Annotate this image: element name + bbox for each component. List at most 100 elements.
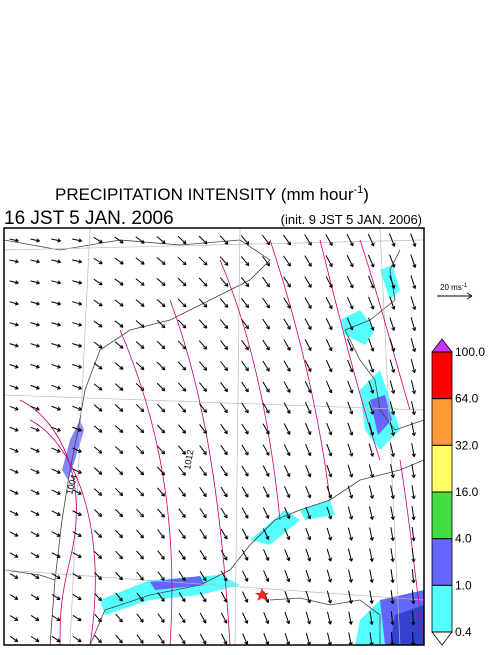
precip-patch [380, 265, 400, 300]
wind-arrow [199, 487, 207, 498]
contour-label: 1012 [182, 449, 195, 470]
wind-arrow [114, 425, 124, 433]
wind-arrow [51, 594, 61, 601]
wind-arrow [93, 299, 103, 307]
wind-arrow [157, 508, 165, 518]
wind-arrow [156, 257, 166, 266]
reference-vector [437, 292, 473, 300]
wind-arrow [390, 485, 395, 499]
wind-arrow [369, 548, 374, 562]
wind-arrow [157, 634, 165, 644]
wind-arrow [220, 402, 228, 414]
wind-arrow [346, 233, 354, 247]
wind-arrow [156, 319, 166, 329]
precip-patch [250, 510, 300, 545]
wind-arrow [178, 633, 186, 645]
wind-arrow [30, 510, 40, 516]
wind-arrow [411, 527, 416, 542]
wind-arrow [30, 489, 40, 495]
wind-arrow [242, 612, 249, 624]
wind-arrow [114, 404, 124, 412]
map-content: 1004 1012 [4, 228, 424, 645]
colorbar-label: 4.0 [455, 532, 472, 546]
wind-arrow [262, 402, 270, 414]
wind-arrow [30, 594, 40, 600]
wind-arrow [51, 426, 61, 432]
wind-arrow [304, 297, 312, 309]
wind-arrow [348, 590, 353, 604]
wind-arrow [241, 318, 250, 330]
wind-arrow [325, 380, 333, 394]
wind-arrow [72, 531, 82, 537]
wind-arrow [411, 422, 416, 437]
wind-arrow [30, 447, 40, 453]
wind-arrow [220, 423, 228, 435]
wind-arrow [199, 424, 207, 434]
wind-arrow [114, 299, 124, 307]
wind-arrow [198, 235, 208, 245]
wind-arrow [263, 633, 270, 645]
wind-arrow [136, 571, 144, 581]
wind-arrow [262, 465, 270, 477]
wind-arrow [30, 426, 40, 432]
wind-arrow [9, 636, 19, 643]
wind-arrow [410, 380, 416, 395]
wind-arrow [368, 422, 375, 436]
wind-arrow [9, 426, 19, 432]
wind-arrow [284, 528, 291, 541]
wind-arrow [51, 280, 61, 285]
wind-arrow [178, 445, 186, 455]
colorbar-label: 32.0 [455, 438, 479, 452]
wind-arrow [72, 614, 82, 622]
wind-arrow [9, 364, 19, 369]
precip-patch [370, 395, 392, 435]
wind-arrow [72, 405, 82, 411]
wind-arrow [262, 528, 270, 540]
wind-arrow [369, 527, 374, 541]
wind-arrow [411, 611, 416, 626]
wind-arrow [326, 569, 333, 583]
wind-arrow [30, 301, 40, 306]
wind-arrow [347, 443, 354, 457]
wind-arrow [410, 359, 417, 374]
wind-arrow [411, 569, 416, 584]
wind-arrow [220, 465, 228, 477]
wind-arrow [368, 359, 375, 373]
wind-arrow [115, 634, 123, 644]
wind-arrow [283, 276, 291, 288]
wind-arrow [304, 318, 312, 330]
wind-arrow [305, 464, 312, 478]
wind-arrow [115, 508, 124, 518]
wind-arrow [93, 362, 103, 370]
colorbar-over [431, 338, 453, 353]
wind-arrow [136, 550, 144, 560]
wind-arrow [389, 338, 396, 352]
wind-arrow [304, 234, 312, 246]
wind-arrow [198, 319, 208, 329]
wind-arrow [304, 276, 312, 288]
wind-arrow [51, 614, 61, 622]
wind-arrow [72, 322, 83, 327]
wind-arrow [199, 445, 207, 456]
wind-arrow [262, 255, 271, 267]
wind-arrow [346, 317, 354, 331]
wind-arrow [241, 339, 249, 351]
wind-arrow [156, 424, 166, 434]
graticule [4, 228, 424, 645]
wind-arrow [220, 486, 228, 498]
wind-arrow [135, 403, 145, 413]
wind-arrow [30, 531, 40, 537]
wind-arrow [411, 548, 416, 563]
precip-patch [150, 576, 205, 590]
wind-arrow [327, 632, 332, 645]
wind-arrow [305, 611, 312, 625]
wind-arrow [30, 552, 40, 558]
wind-arrow [115, 592, 123, 602]
wind-arrow [177, 382, 187, 392]
wind-arrow [115, 613, 123, 623]
wind-arrow [198, 277, 208, 287]
wind-arrow [284, 611, 291, 625]
wind-arrow [30, 615, 40, 622]
colorbar-label: 100.0 [455, 345, 485, 359]
wind-arrow [157, 529, 165, 539]
